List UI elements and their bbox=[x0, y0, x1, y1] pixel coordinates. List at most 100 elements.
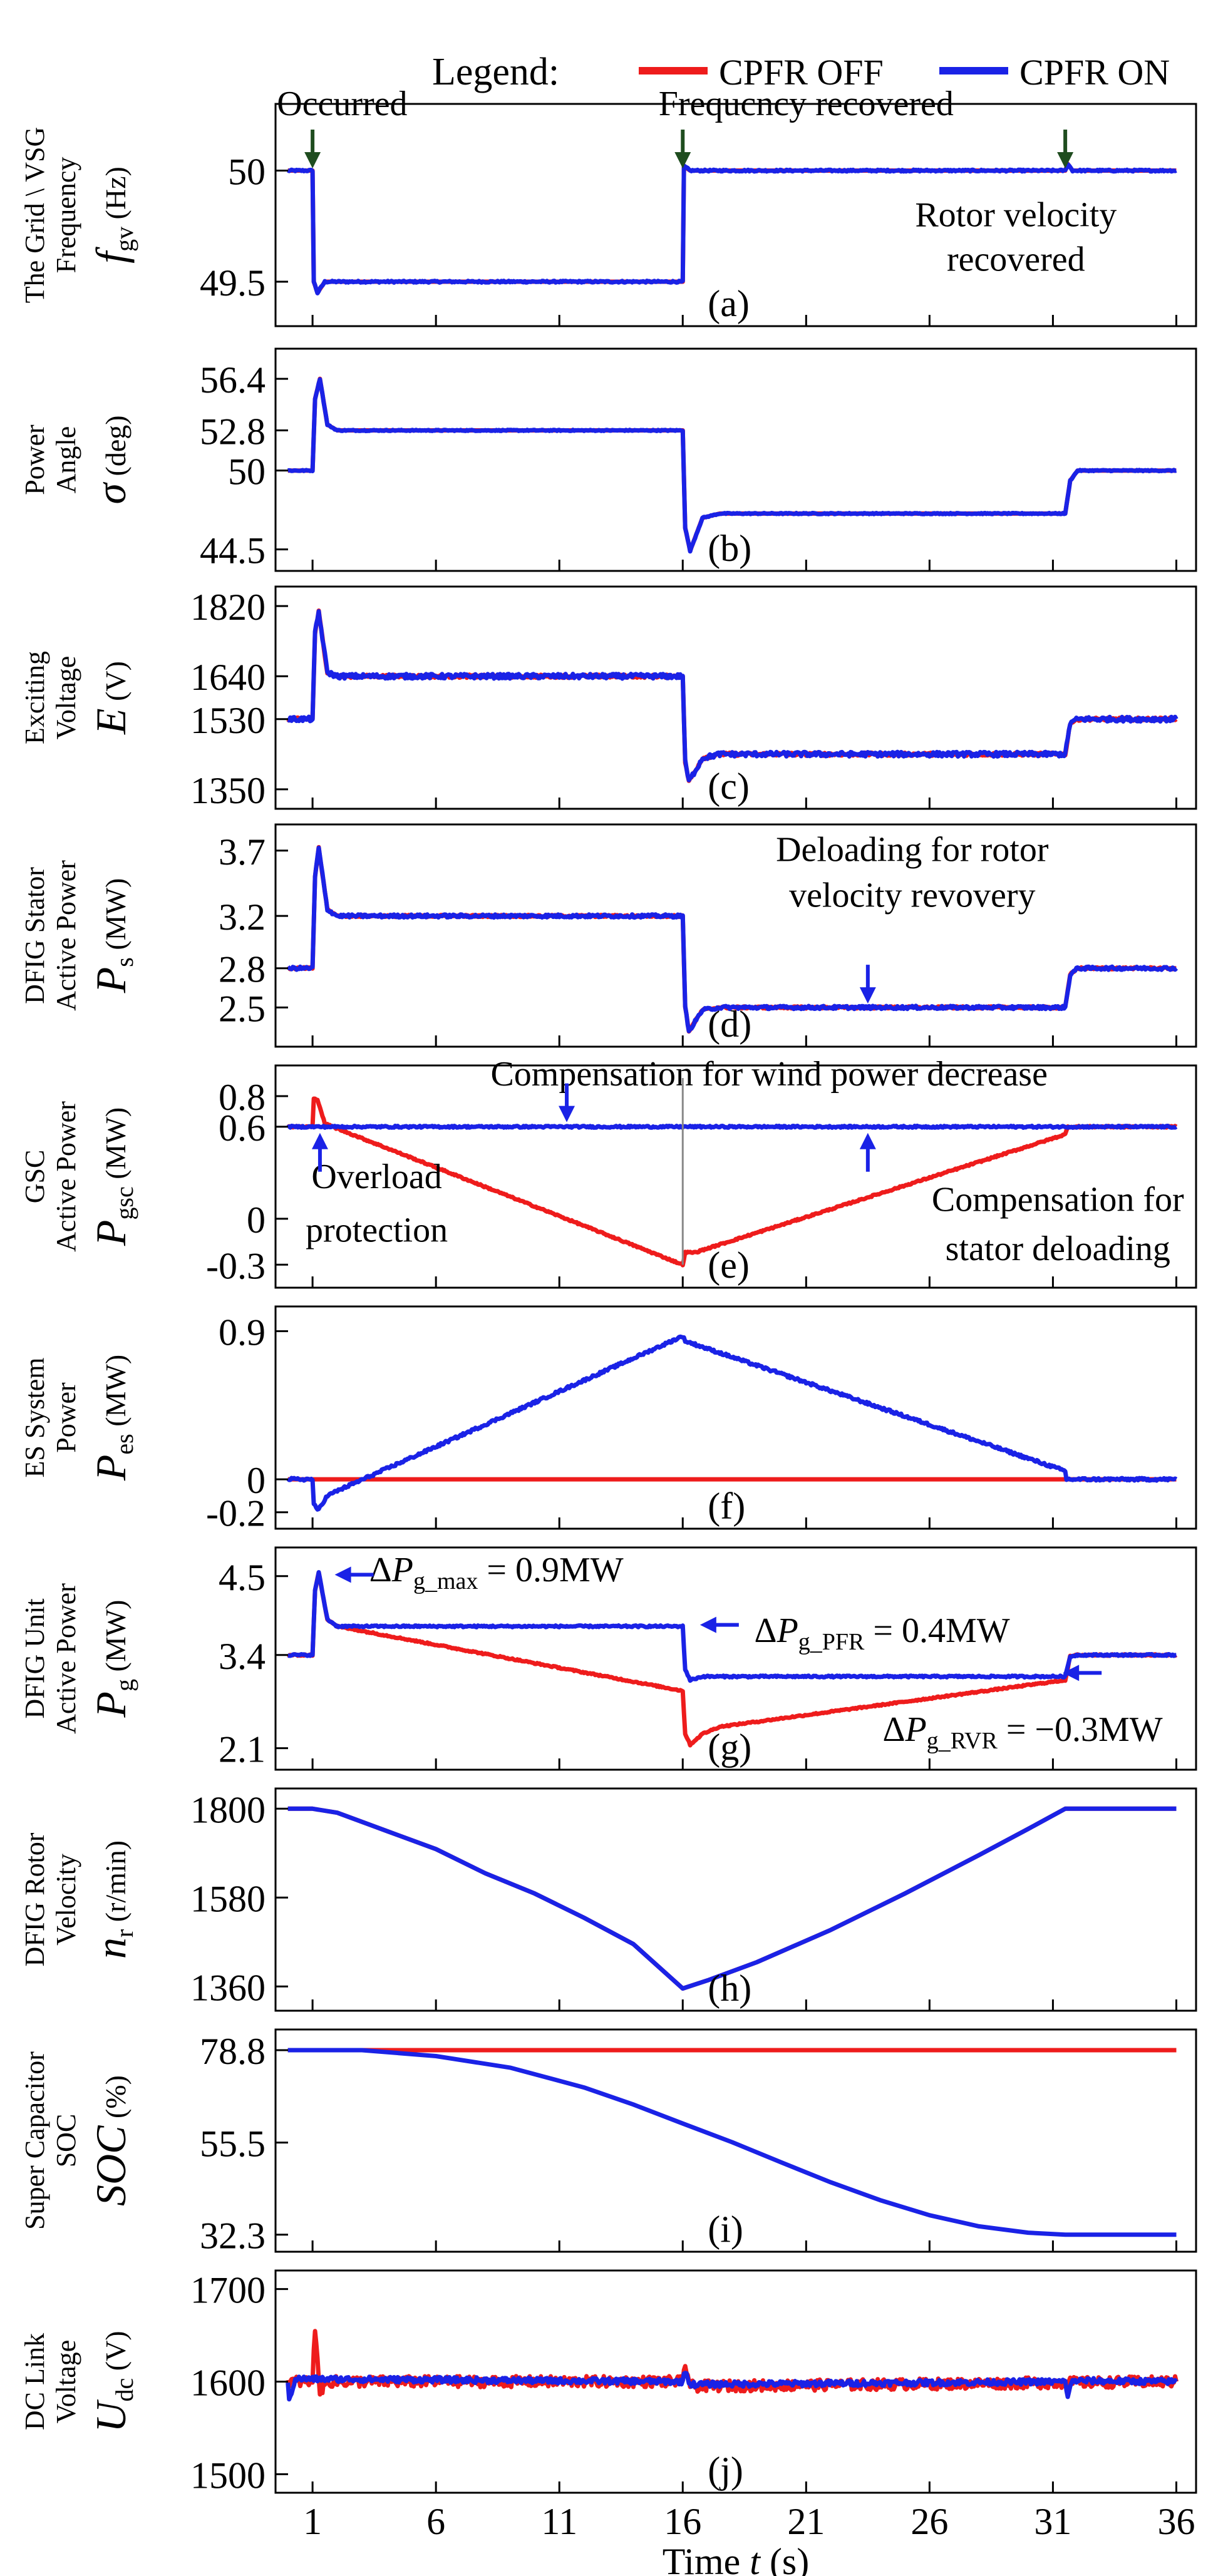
y-tick-label: 3.2 bbox=[219, 896, 266, 938]
plot-frame bbox=[274, 585, 1197, 810]
legend-title: Legend: bbox=[432, 51, 559, 93]
legend-label-off: CPFR OFF bbox=[719, 52, 884, 93]
y-tick-label: 1640 bbox=[190, 657, 266, 698]
panel-label: (a) bbox=[708, 283, 750, 324]
series-line-cpfr-on bbox=[287, 162, 1177, 295]
series-group bbox=[287, 1806, 1177, 1991]
plot-frame bbox=[274, 347, 1197, 572]
annotation-arrow-left-icon bbox=[699, 1616, 739, 1633]
panel-label: (h) bbox=[708, 1968, 751, 2009]
y-axis-label: DC Link Voltage Udc (V) bbox=[19, 2331, 138, 2432]
y-tick-label: -0.2 bbox=[206, 1493, 266, 1534]
y-tick-label: 49.5 bbox=[200, 262, 266, 304]
y-axis-title-line: Voltage bbox=[51, 656, 81, 740]
y-tick-label: 1800 bbox=[190, 1789, 266, 1830]
series-line-cpfr-on bbox=[286, 2371, 1179, 2402]
y-axis-title-line: Power bbox=[19, 424, 50, 495]
y-tick-label: 3.7 bbox=[219, 831, 266, 873]
panel-label: (g) bbox=[708, 1727, 751, 1768]
y-axis-title-line: DFIG Stator bbox=[19, 867, 50, 1004]
y-axis-symbol: E (V) bbox=[87, 661, 135, 735]
x-tick-label: 31 bbox=[1034, 2501, 1071, 2542]
y-tick-label: 2.8 bbox=[219, 949, 266, 990]
annotation-arrow-down-icon bbox=[559, 1083, 575, 1122]
panel-label: (e) bbox=[708, 1244, 750, 1286]
annotation-text: Compensation for wind power decrease bbox=[490, 1055, 1048, 1094]
y-axis-label: Super Capacitor SOC SOC (%) bbox=[19, 2051, 135, 2230]
y-tick-label: 78.8 bbox=[200, 2031, 266, 2072]
y-tick-label: 2.1 bbox=[219, 1729, 266, 1770]
y-tick-label: 3.4 bbox=[219, 1636, 266, 1677]
series-line-cpfr-on bbox=[287, 1570, 1177, 1683]
series-group bbox=[287, 376, 1177, 554]
x-tick-label: 11 bbox=[541, 2501, 577, 2542]
annotation-arrow-down-icon bbox=[859, 965, 876, 1004]
y-axis-title-line: Exciting bbox=[19, 651, 50, 744]
panel-label: (f) bbox=[708, 1486, 745, 1527]
plot-frame bbox=[274, 1064, 1197, 1289]
series-line-cpfr-off bbox=[287, 376, 1177, 553]
series-group bbox=[286, 1096, 1178, 1268]
series-group bbox=[287, 2048, 1177, 2237]
legend: Legend: CPFR OFF CPFR ON bbox=[432, 51, 1170, 93]
series-line-cpfr-on bbox=[287, 609, 1179, 783]
plot-frame bbox=[274, 1305, 1197, 1530]
panel-g: 2.1 3.4 4.5 (g) DFIG Unit Active Power Pg (MW)… bbox=[19, 1546, 1197, 1771]
y-axis-label: DFIG Unit Active Power Pg (MW) bbox=[19, 1583, 138, 1734]
y-tick-label: 1580 bbox=[190, 1878, 266, 1919]
annotation-text: Overload bbox=[311, 1157, 441, 1196]
y-axis-symbol: Udc (V) bbox=[87, 2331, 138, 2432]
x-tick-label: 6 bbox=[426, 2501, 445, 2542]
y-axis-label: GSC Active Power Pgsc (MW) bbox=[19, 1101, 138, 1252]
series-group bbox=[287, 162, 1177, 295]
y-axis-title-line: Active Power bbox=[51, 1583, 81, 1734]
x-tick-label: 1 bbox=[303, 2501, 322, 2542]
y-tick-label: 0.8 bbox=[219, 1077, 266, 1118]
plot-frame bbox=[274, 2028, 1197, 2253]
y-axis-title-line: Super Capacitor bbox=[19, 2051, 50, 2230]
annotation-arrow-up-icon bbox=[311, 1132, 328, 1172]
y-tick-label: 0 bbox=[247, 1199, 266, 1241]
x-tick-label: 36 bbox=[1157, 2501, 1195, 2542]
y-axis-title-line: Voltage bbox=[51, 2340, 81, 2424]
y-axis-title-line: DFIG Unit bbox=[19, 1599, 50, 1719]
y-tick-label: 1350 bbox=[190, 770, 266, 811]
series-line-cpfr-off bbox=[287, 1096, 1178, 1268]
series-line-cpfr-off bbox=[286, 2329, 1179, 2397]
y-tick-label: 1820 bbox=[190, 587, 266, 628]
x-tick-label: 26 bbox=[911, 2501, 948, 2542]
plot-frame bbox=[274, 823, 1197, 1048]
y-axis-label: DFIG Stator Active Power Ps (MW) bbox=[19, 860, 138, 1011]
y-tick-label: 44.5 bbox=[200, 530, 266, 572]
y-axis-symbol: Ps (MW) bbox=[87, 878, 138, 994]
x-axis-title: Time t (s) bbox=[663, 2541, 810, 2576]
x-tick-label: 16 bbox=[664, 2501, 701, 2542]
annotation-text: Frequcncy recovered bbox=[659, 85, 954, 123]
series-line-cpfr-off bbox=[287, 1806, 1177, 1991]
panel-label: (j) bbox=[708, 2450, 743, 2491]
annotation-text: ΔPg_max = 0.9MW bbox=[369, 1551, 624, 1594]
y-tick-label: 50 bbox=[228, 151, 266, 193]
y-tick-label: 1600 bbox=[190, 2363, 266, 2404]
panel-d: 2.52.8 3.2 3.7 (d) DFIG Stator Active Power Ps… bbox=[19, 823, 1197, 1048]
plot-frame bbox=[274, 1787, 1197, 2012]
annotation-text: Deloading for rotor bbox=[776, 830, 1049, 869]
y-axis-symbol: SOC (%) bbox=[87, 2075, 135, 2206]
annotation-text: Rotor velocity bbox=[915, 195, 1117, 234]
y-tick-label: 0 bbox=[247, 1460, 266, 1501]
annotation-text: recovered bbox=[947, 240, 1085, 279]
y-axis-title-line: DFIG Rotor bbox=[19, 1832, 50, 1966]
series-group bbox=[286, 608, 1179, 783]
annotation-text: stator deloading bbox=[946, 1229, 1170, 1268]
annotation-arrow-down-icon bbox=[1057, 129, 1074, 168]
y-axis-title-line: GSC bbox=[19, 1150, 50, 1204]
y-tick-label: 0.6 bbox=[219, 1107, 266, 1149]
y-axis-title-line: Angle bbox=[51, 426, 81, 494]
